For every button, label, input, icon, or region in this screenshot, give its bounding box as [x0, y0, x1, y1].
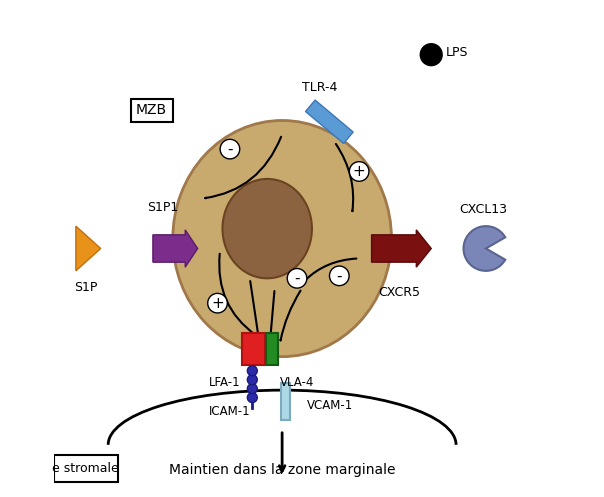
Polygon shape [76, 226, 101, 271]
Ellipse shape [222, 179, 312, 278]
Bar [130, 99, 173, 122]
Text: +: + [353, 164, 365, 179]
Ellipse shape [173, 120, 391, 357]
Text: +: + [211, 296, 224, 311]
FancyArrow shape [371, 230, 431, 267]
Circle shape [247, 384, 257, 394]
Text: -: - [294, 271, 300, 286]
FancyArrowPatch shape [280, 291, 301, 340]
Text: -: - [336, 268, 342, 283]
Text: LPS: LPS [446, 46, 469, 59]
Text: Maintien dans la zone marginale: Maintien dans la zone marginale [169, 463, 396, 477]
FancyArrowPatch shape [336, 144, 353, 211]
Text: S1P: S1P [74, 281, 97, 294]
Bar [266, 333, 278, 365]
Circle shape [247, 375, 257, 385]
Text: TLR-4: TLR-4 [302, 82, 337, 94]
Text: CXCL13: CXCL13 [460, 203, 507, 216]
FancyArrow shape [153, 230, 198, 267]
Circle shape [247, 393, 257, 403]
FancyArrowPatch shape [306, 258, 356, 280]
Bar [281, 383, 290, 420]
Bar [242, 333, 265, 365]
Text: MZB: MZB [136, 103, 167, 117]
FancyArrowPatch shape [270, 291, 274, 340]
Text: ICAM-1: ICAM-1 [209, 405, 251, 418]
Text: -: - [227, 142, 233, 157]
Circle shape [420, 44, 442, 66]
Text: S1P1: S1P1 [147, 201, 178, 214]
Wedge shape [463, 226, 506, 271]
Text: LFA-1: LFA-1 [209, 376, 241, 389]
FancyArrowPatch shape [250, 281, 259, 340]
Text: VCAM-1: VCAM-1 [307, 399, 353, 412]
FancyArrowPatch shape [205, 137, 281, 198]
Text: e stromale: e stromale [53, 462, 119, 475]
Text: CXCR5: CXCR5 [378, 286, 420, 299]
FancyArrowPatch shape [219, 254, 255, 335]
Bar [54, 455, 118, 482]
Circle shape [247, 366, 257, 376]
Text: VLA-4: VLA-4 [280, 376, 314, 389]
Bar [306, 100, 353, 144]
